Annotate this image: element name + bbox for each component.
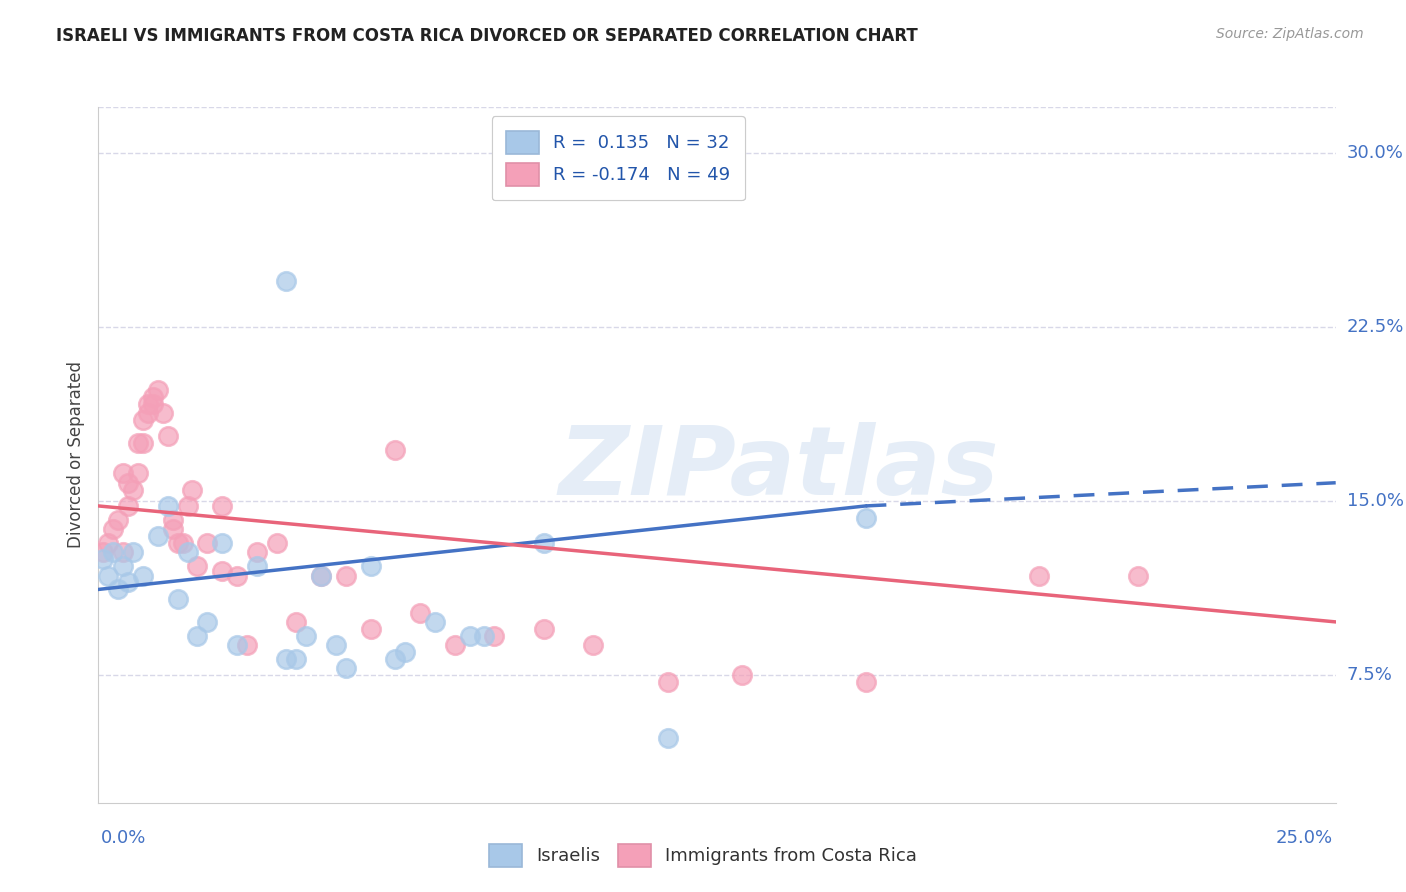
Point — [117, 499, 139, 513]
Point — [360, 559, 382, 574]
Point — [166, 591, 188, 606]
Point — [325, 638, 347, 652]
Point — [122, 545, 145, 559]
Point — [474, 629, 496, 643]
Point — [484, 629, 506, 643]
Point — [112, 545, 135, 559]
Point — [186, 559, 208, 574]
Point — [142, 390, 165, 404]
Point — [533, 536, 555, 550]
Point — [384, 652, 406, 666]
Point — [107, 582, 129, 597]
Point — [855, 510, 877, 524]
Text: 15.0%: 15.0% — [1347, 492, 1403, 510]
Point — [146, 383, 169, 397]
Point — [162, 513, 184, 527]
Point — [266, 536, 288, 550]
Point — [93, 545, 115, 559]
Point — [93, 552, 115, 566]
Point — [146, 529, 169, 543]
Point — [1126, 568, 1149, 582]
Point — [112, 467, 135, 481]
Legend: Israelis, Immigrants from Costa Rica: Israelis, Immigrants from Costa Rica — [482, 837, 924, 874]
Point — [117, 475, 139, 490]
Point — [132, 436, 155, 450]
Point — [136, 406, 159, 420]
Text: 0.0%: 0.0% — [101, 829, 146, 847]
Point — [122, 483, 145, 497]
Point — [582, 638, 605, 652]
Point — [285, 652, 308, 666]
Point — [226, 638, 249, 652]
Point — [103, 522, 125, 536]
Point — [127, 467, 149, 481]
Point — [1028, 568, 1050, 582]
Text: 30.0%: 30.0% — [1347, 145, 1403, 162]
Point — [172, 536, 194, 550]
Point — [156, 429, 179, 443]
Point — [335, 568, 357, 582]
Point — [394, 645, 416, 659]
Point — [132, 413, 155, 427]
Point — [211, 499, 233, 513]
Y-axis label: Divorced or Separated: Divorced or Separated — [66, 361, 84, 549]
Point — [533, 622, 555, 636]
Point — [335, 661, 357, 675]
Point — [176, 499, 198, 513]
Point — [136, 397, 159, 411]
Text: ISRAELI VS IMMIGRANTS FROM COSTA RICA DIVORCED OR SEPARATED CORRELATION CHART: ISRAELI VS IMMIGRANTS FROM COSTA RICA DI… — [56, 27, 918, 45]
Point — [409, 606, 432, 620]
Point — [152, 406, 174, 420]
Point — [423, 615, 446, 629]
Point — [657, 675, 679, 690]
Point — [246, 559, 269, 574]
Point — [309, 568, 332, 582]
Point — [127, 436, 149, 450]
Point — [731, 668, 754, 682]
Point — [236, 638, 259, 652]
Point — [360, 622, 382, 636]
Point — [211, 564, 233, 578]
Text: 22.5%: 22.5% — [1347, 318, 1405, 336]
Point — [276, 652, 298, 666]
Point — [97, 536, 120, 550]
Point — [276, 274, 298, 288]
Point — [195, 536, 218, 550]
Point — [443, 638, 465, 652]
Point — [226, 568, 249, 582]
Point — [107, 513, 129, 527]
Point — [458, 629, 481, 643]
Point — [657, 731, 679, 745]
Point — [132, 568, 155, 582]
Point — [103, 545, 125, 559]
Point — [142, 397, 165, 411]
Point — [166, 536, 188, 550]
Point — [186, 629, 208, 643]
Point — [156, 499, 179, 513]
Point — [246, 545, 269, 559]
Point — [384, 443, 406, 458]
Point — [295, 629, 318, 643]
Point — [97, 568, 120, 582]
Point — [112, 559, 135, 574]
Point — [176, 545, 198, 559]
Point — [309, 568, 332, 582]
Point — [285, 615, 308, 629]
Point — [855, 675, 877, 690]
Point — [117, 575, 139, 590]
Point — [211, 536, 233, 550]
Point — [195, 615, 218, 629]
Point — [181, 483, 204, 497]
Text: ZIPatlas: ZIPatlas — [558, 422, 1000, 516]
Point — [162, 522, 184, 536]
Text: 25.0%: 25.0% — [1275, 829, 1333, 847]
Text: 7.5%: 7.5% — [1347, 666, 1393, 684]
Legend: R =  0.135   N = 32, R = -0.174   N = 49: R = 0.135 N = 32, R = -0.174 N = 49 — [492, 116, 745, 201]
Text: Source: ZipAtlas.com: Source: ZipAtlas.com — [1216, 27, 1364, 41]
